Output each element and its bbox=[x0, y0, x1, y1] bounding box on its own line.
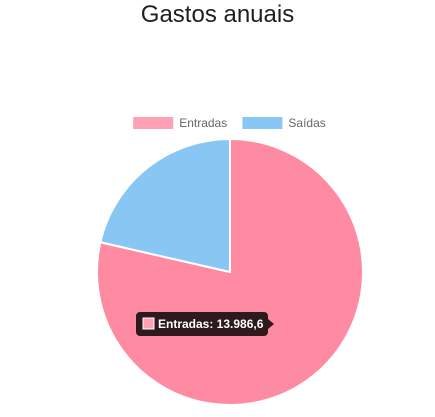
pie-slices bbox=[96, 137, 364, 406]
legend-item-saidas[interactable]: Saídas bbox=[242, 116, 326, 130]
tooltip-swatch bbox=[142, 317, 155, 330]
tooltip-label: Entradas: 13.986,6 bbox=[158, 317, 264, 331]
chart-legend: Entradas Saídas bbox=[133, 116, 326, 130]
tooltip-box bbox=[136, 312, 268, 336]
legend-label: Entradas bbox=[179, 116, 227, 130]
tooltip-caret bbox=[268, 319, 274, 329]
pie-slice-saidas[interactable] bbox=[99, 137, 231, 274]
chart-tooltip: Entradas: 13.986,6 bbox=[136, 312, 274, 336]
chart-title: Gastos anuais bbox=[140, 1, 295, 28]
legend-swatch bbox=[133, 117, 174, 129]
legend-label: Saídas bbox=[288, 116, 325, 130]
legend-swatch bbox=[242, 117, 283, 129]
legend-item-entradas[interactable]: Entradas bbox=[133, 116, 227, 130]
